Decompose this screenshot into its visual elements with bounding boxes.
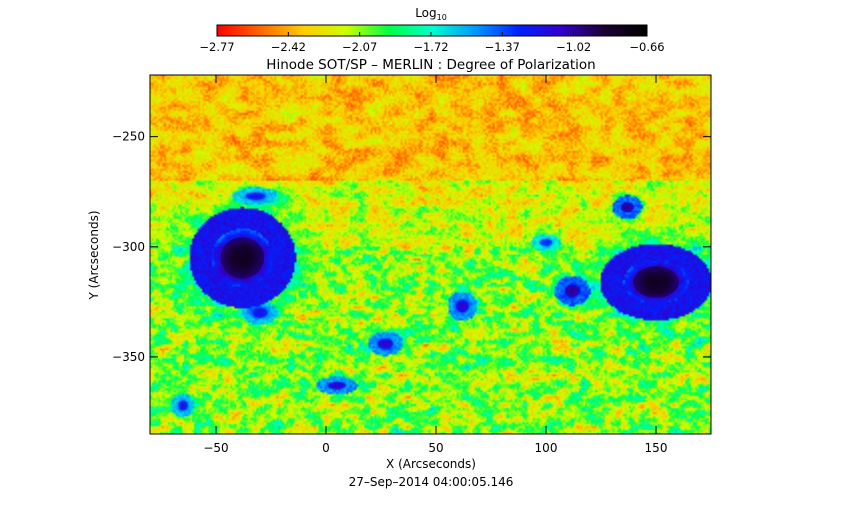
sunspot-mark [633,266,679,298]
feature-marks [178,192,679,411]
x-axis-label: X (Arcseconds) [386,457,476,471]
pore-mark [539,238,553,247]
x-tick-label: 150 [645,441,668,455]
pore-mark [245,192,266,200]
chart-title: Hinode SOT/SP – MERLIN : Degree of Polar… [266,57,595,73]
pore-mark [456,300,469,313]
y-tick-label: −250 [112,130,145,144]
x-axis: −50 0 50 100 150 [203,75,667,455]
colorbar-tick-label: −1.72 [413,40,448,54]
y-axis-label: Y (Arcseconds) [87,210,101,300]
pore-mark [328,381,346,390]
y-axis: −250 −300 −350 [112,130,711,364]
colorbar-bar [216,24,648,37]
pore-mark [378,338,393,349]
colorbar: Log10 −2.77 −2.42 −2.07 −1.72 −1.37 −1.02 −0.6… [199,6,664,54]
pore-mark [252,308,268,318]
colorbar-tick-label: −2.07 [342,40,377,54]
sunspot-mark [220,237,265,279]
observation-timestamp: 27–Sep–2014 04:00:05.146 [349,475,514,489]
colorbar-ticks: −2.77 −2.42 −2.07 −1.72 −1.37 −1.02 −0.66 [199,32,665,54]
colorbar-label: Log10 [415,6,447,22]
colorbar-label-base: Log [415,6,436,20]
x-tick-label: 0 [322,441,330,455]
y-tick-label: −300 [112,240,145,254]
colorbar-label-sub: 10 [437,13,447,22]
pore-mark [621,202,634,212]
colorbar-tick-label: −1.02 [556,40,591,54]
plot-frame [149,74,712,435]
pore-mark [178,400,188,411]
colorbar-tick-label: −2.42 [271,40,306,54]
x-tick-label: 100 [535,441,558,455]
y-tick-label: −350 [112,350,145,364]
x-tick-label: −50 [203,441,228,455]
pore-mark [565,284,580,297]
colorbar-tick-label: −2.77 [199,40,234,54]
x-tick-label: 50 [428,441,443,455]
plot-area: −50 0 50 100 150 −250 −300 −350 [112,74,712,455]
colorbar-tick-label: −0.66 [629,40,664,54]
colorbar-tick-label: −1.37 [485,40,520,54]
